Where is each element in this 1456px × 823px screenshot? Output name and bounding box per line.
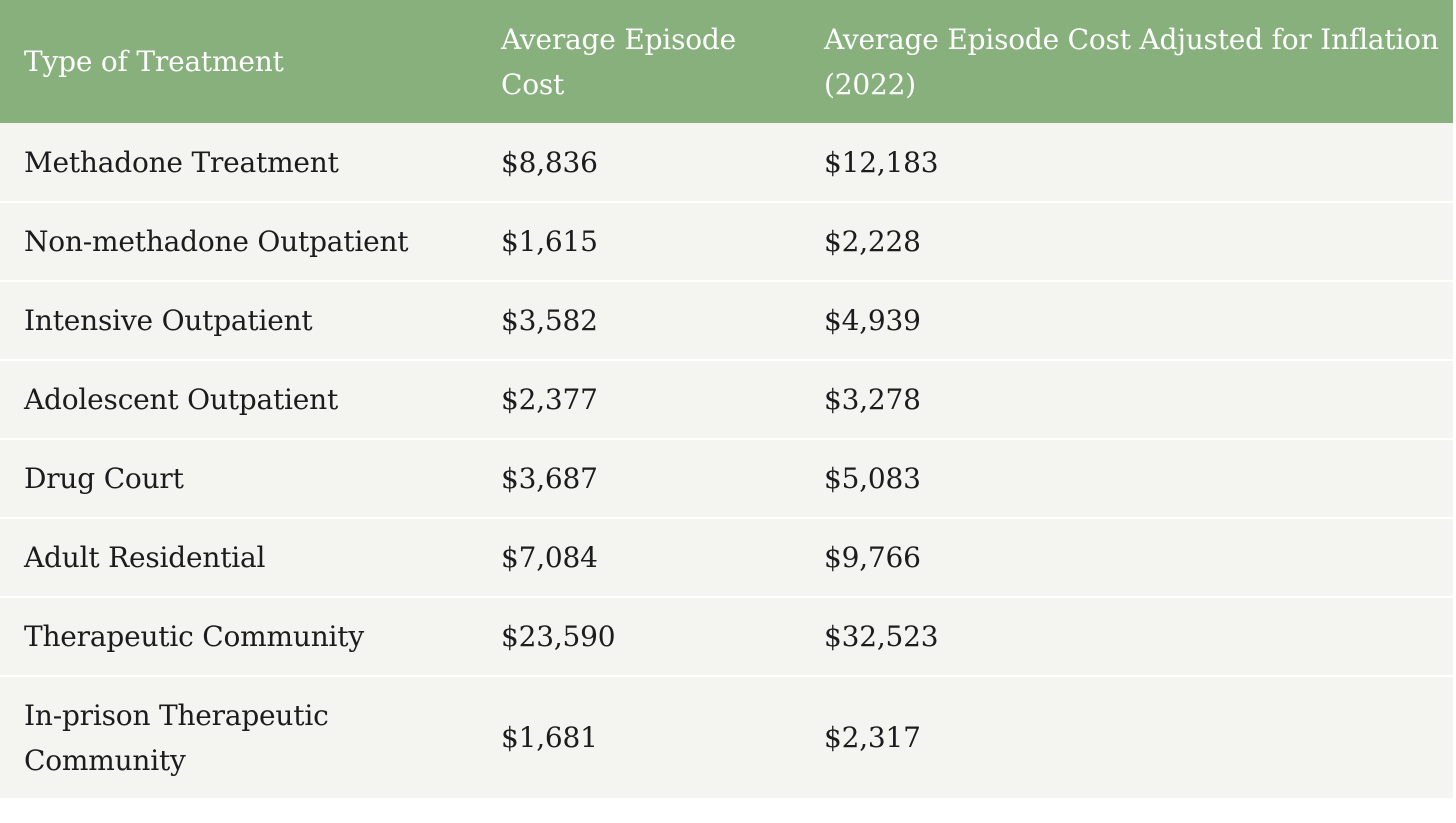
cell-adjusted-cost: $2,317 [824, 721, 921, 754]
header-average-episode-cost: Average Episode Cost [501, 22, 736, 101]
cell-treatment: Therapeutic Community [24, 620, 364, 653]
header-row: Type of Treatment Average Episode Cost A… [0, 0, 1453, 123]
cell-average-cost: $3,582 [501, 304, 598, 337]
cell-treatment: Adult Residential [24, 541, 266, 574]
cell-adjusted-cost: $9,766 [824, 541, 921, 574]
cost-table: Type of Treatment Average Episode Cost A… [0, 0, 1453, 798]
cell-adjusted-cost: $2,228 [824, 225, 921, 258]
table-row: Intensive Outpatient $3,582 $4,939 [0, 281, 1453, 360]
table-row: Therapeutic Community $23,590 $32,523 [0, 597, 1453, 676]
table-row: Drug Court $3,687 $5,083 [0, 439, 1453, 518]
cell-treatment: Adolescent Outpatient [24, 383, 339, 416]
table-row: In-prison Therapeutic Community $1,681 $… [0, 676, 1453, 798]
cell-average-cost: $3,687 [501, 462, 598, 495]
table-row: Adolescent Outpatient $2,377 $3,278 [0, 360, 1453, 439]
cell-average-cost: $8,836 [501, 145, 598, 179]
cell-adjusted-cost: $12,183 [824, 145, 939, 179]
cell-treatment: Methadone Treatment [24, 145, 339, 179]
cell-treatment: Drug Court [24, 462, 184, 495]
cell-treatment: In-prison Therapeutic Community [24, 698, 329, 777]
cell-treatment: Non-methadone Outpatient [24, 225, 409, 258]
cell-average-cost: $2,377 [501, 383, 598, 416]
cell-adjusted-cost: $4,939 [824, 304, 921, 337]
table-row: Methadone Treatment $8,836 $12,183 [0, 123, 1453, 202]
header-type-of-treatment: Type of Treatment [24, 45, 284, 78]
cell-average-cost: $23,590 [501, 620, 616, 653]
cell-adjusted-cost: $5,083 [824, 462, 921, 495]
table-body: Methadone Treatment $8,836 $12,183 Non-m… [0, 123, 1453, 798]
cell-average-cost: $1,615 [501, 225, 598, 258]
table-row: Non-methadone Outpatient $1,615 $2,228 [0, 202, 1453, 281]
header-average-cost-adjusted: Average Episode Cost Adjusted for Inflat… [824, 22, 1439, 101]
cell-average-cost: $1,681 [501, 721, 598, 754]
cell-treatment: Intensive Outpatient [24, 304, 313, 337]
table-row: Adult Residential $7,084 $9,766 [0, 518, 1453, 597]
table-header: Type of Treatment Average Episode Cost A… [0, 0, 1453, 123]
cell-adjusted-cost: $32,523 [824, 620, 939, 653]
cell-adjusted-cost: $3,278 [824, 383, 921, 416]
cell-average-cost: $7,084 [501, 541, 598, 574]
